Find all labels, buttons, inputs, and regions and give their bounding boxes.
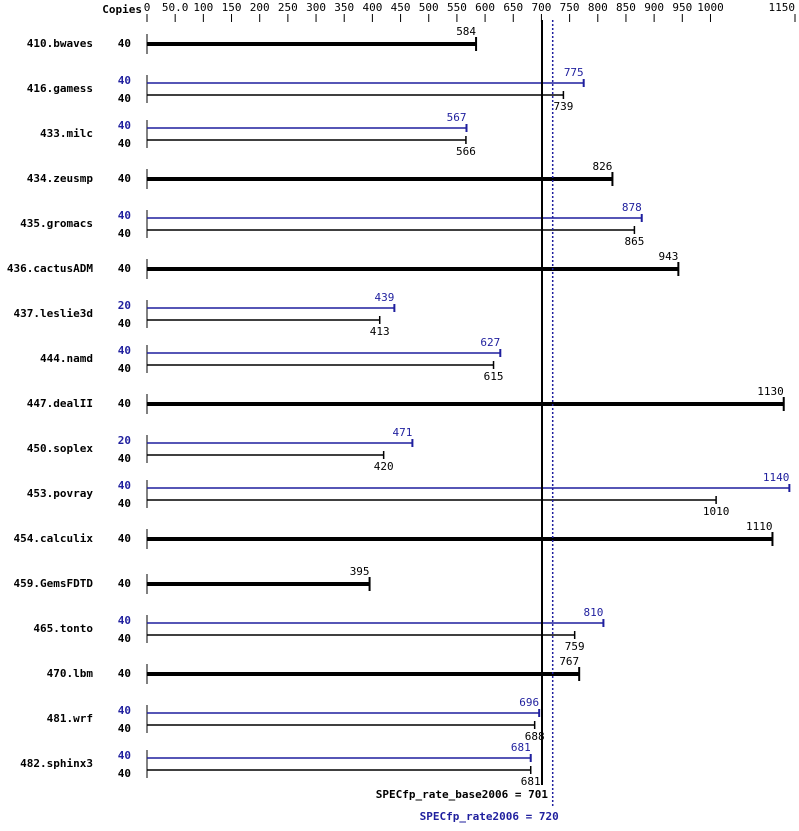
value-label: 566 — [456, 145, 476, 158]
x-tick-label: 200 — [250, 1, 270, 14]
value-label: 567 — [447, 111, 467, 124]
copies: 40 — [118, 172, 131, 185]
benchmark-name: 436.cactusADM — [7, 262, 93, 275]
x-tick-label: 600 — [475, 1, 495, 14]
copies: 40 — [118, 452, 131, 465]
x-tick-label: 100 — [193, 1, 213, 14]
benchmark-name: 437.leslie3d — [14, 307, 93, 320]
value-label: 681 — [511, 741, 531, 754]
benchmark-name: 482.sphinx3 — [20, 757, 93, 770]
benchmark-name: 453.povray — [27, 487, 94, 500]
value-label: 395 — [350, 565, 370, 578]
copies: 40 — [118, 362, 131, 375]
benchmark-name: 444.namd — [40, 352, 93, 365]
x-tick-label: 700 — [531, 1, 551, 14]
value-label: 878 — [622, 201, 642, 214]
benchmark-name: 470.lbm — [47, 667, 94, 680]
x-tick-label: 1000 — [697, 1, 724, 14]
copies: 40 — [118, 92, 131, 105]
copies-header: Copies — [102, 3, 142, 16]
x-tick-label: 500 — [419, 1, 439, 14]
x-tick-label: 750 — [560, 1, 580, 14]
copies: 40 — [118, 767, 131, 780]
benchmark-name: 447.dealII — [27, 397, 93, 410]
benchmark-name: 465.tonto — [33, 622, 93, 635]
benchmark-name: 459.GemsFDTD — [14, 577, 94, 590]
value-label: 696 — [519, 696, 539, 709]
x-tick-label: 250 — [278, 1, 298, 14]
copies: 40 — [118, 614, 131, 627]
value-label: 775 — [564, 66, 584, 79]
x-tick-label: 1150 — [769, 1, 796, 14]
benchmark-name: 450.soplex — [27, 442, 94, 455]
copies: 40 — [118, 632, 131, 645]
copies: 40 — [118, 667, 131, 680]
copies: 40 — [118, 74, 131, 87]
value-label: 420 — [374, 460, 394, 473]
copies: 40 — [118, 722, 131, 735]
copies: 40 — [118, 119, 131, 132]
value-label: 584 — [456, 25, 476, 38]
value-label: 681 — [521, 775, 541, 788]
value-label: 1010 — [703, 505, 730, 518]
benchmark-name: 433.milc — [40, 127, 93, 140]
x-tick-label: 850 — [616, 1, 636, 14]
copies: 40 — [118, 317, 131, 330]
x-tick-label: 400 — [362, 1, 382, 14]
copies: 40 — [118, 209, 131, 222]
value-label: 1130 — [757, 385, 784, 398]
value-label: 865 — [624, 235, 644, 248]
benchmark-name: 481.wrf — [47, 712, 93, 725]
value-label: 413 — [370, 325, 390, 338]
x-tick-label: 550 — [447, 1, 467, 14]
copies: 20 — [118, 434, 131, 447]
copies: 20 — [118, 299, 131, 312]
copies: 40 — [118, 397, 131, 410]
copies: 40 — [118, 227, 131, 240]
benchmark-name: 435.gromacs — [20, 217, 93, 230]
copies: 40 — [118, 497, 131, 510]
copies: 40 — [118, 577, 131, 590]
x-tick-label: 150 — [222, 1, 242, 14]
x-tick-label: 350 — [334, 1, 354, 14]
copies: 40 — [118, 479, 131, 492]
copies: 40 — [118, 344, 131, 357]
value-label: 826 — [593, 160, 613, 173]
benchmark-name: 416.gamess — [27, 82, 93, 95]
x-tick-label: 800 — [588, 1, 608, 14]
value-label: 1110 — [746, 520, 773, 533]
benchmark-name: 410.bwaves — [27, 37, 93, 50]
value-label: 471 — [393, 426, 413, 439]
x-tick-label: 0 — [144, 1, 151, 14]
x-tick-label: 950 — [672, 1, 692, 14]
value-label: 688 — [525, 730, 545, 743]
reference-label: SPECfp_rate_base2006 = 701 — [376, 788, 549, 801]
benchmark-name: 434.zeusmp — [27, 172, 94, 185]
value-label: 759 — [565, 640, 585, 653]
benchmark-name: 454.calculix — [14, 532, 94, 545]
copies: 40 — [118, 532, 131, 545]
value-label: 1140 — [763, 471, 790, 484]
value-label: 767 — [559, 655, 579, 668]
value-label: 439 — [374, 291, 394, 304]
copies: 40 — [118, 262, 131, 275]
value-label: 943 — [658, 250, 678, 263]
copies: 40 — [118, 37, 131, 50]
reference-label: SPECfp_rate2006 = 720 — [420, 810, 559, 823]
x-tick-label: 300 — [306, 1, 326, 14]
x-tick-label: 900 — [644, 1, 664, 14]
value-label: 739 — [553, 100, 573, 113]
x-tick-label: 450 — [391, 1, 411, 14]
value-label: 810 — [584, 606, 604, 619]
copies: 40 — [118, 704, 131, 717]
x-tick-label: 50.0 — [162, 1, 189, 14]
value-label: 627 — [480, 336, 500, 349]
x-tick-label: 650 — [503, 1, 523, 14]
copies: 40 — [118, 137, 131, 150]
copies: 40 — [118, 749, 131, 762]
value-label: 615 — [484, 370, 504, 383]
